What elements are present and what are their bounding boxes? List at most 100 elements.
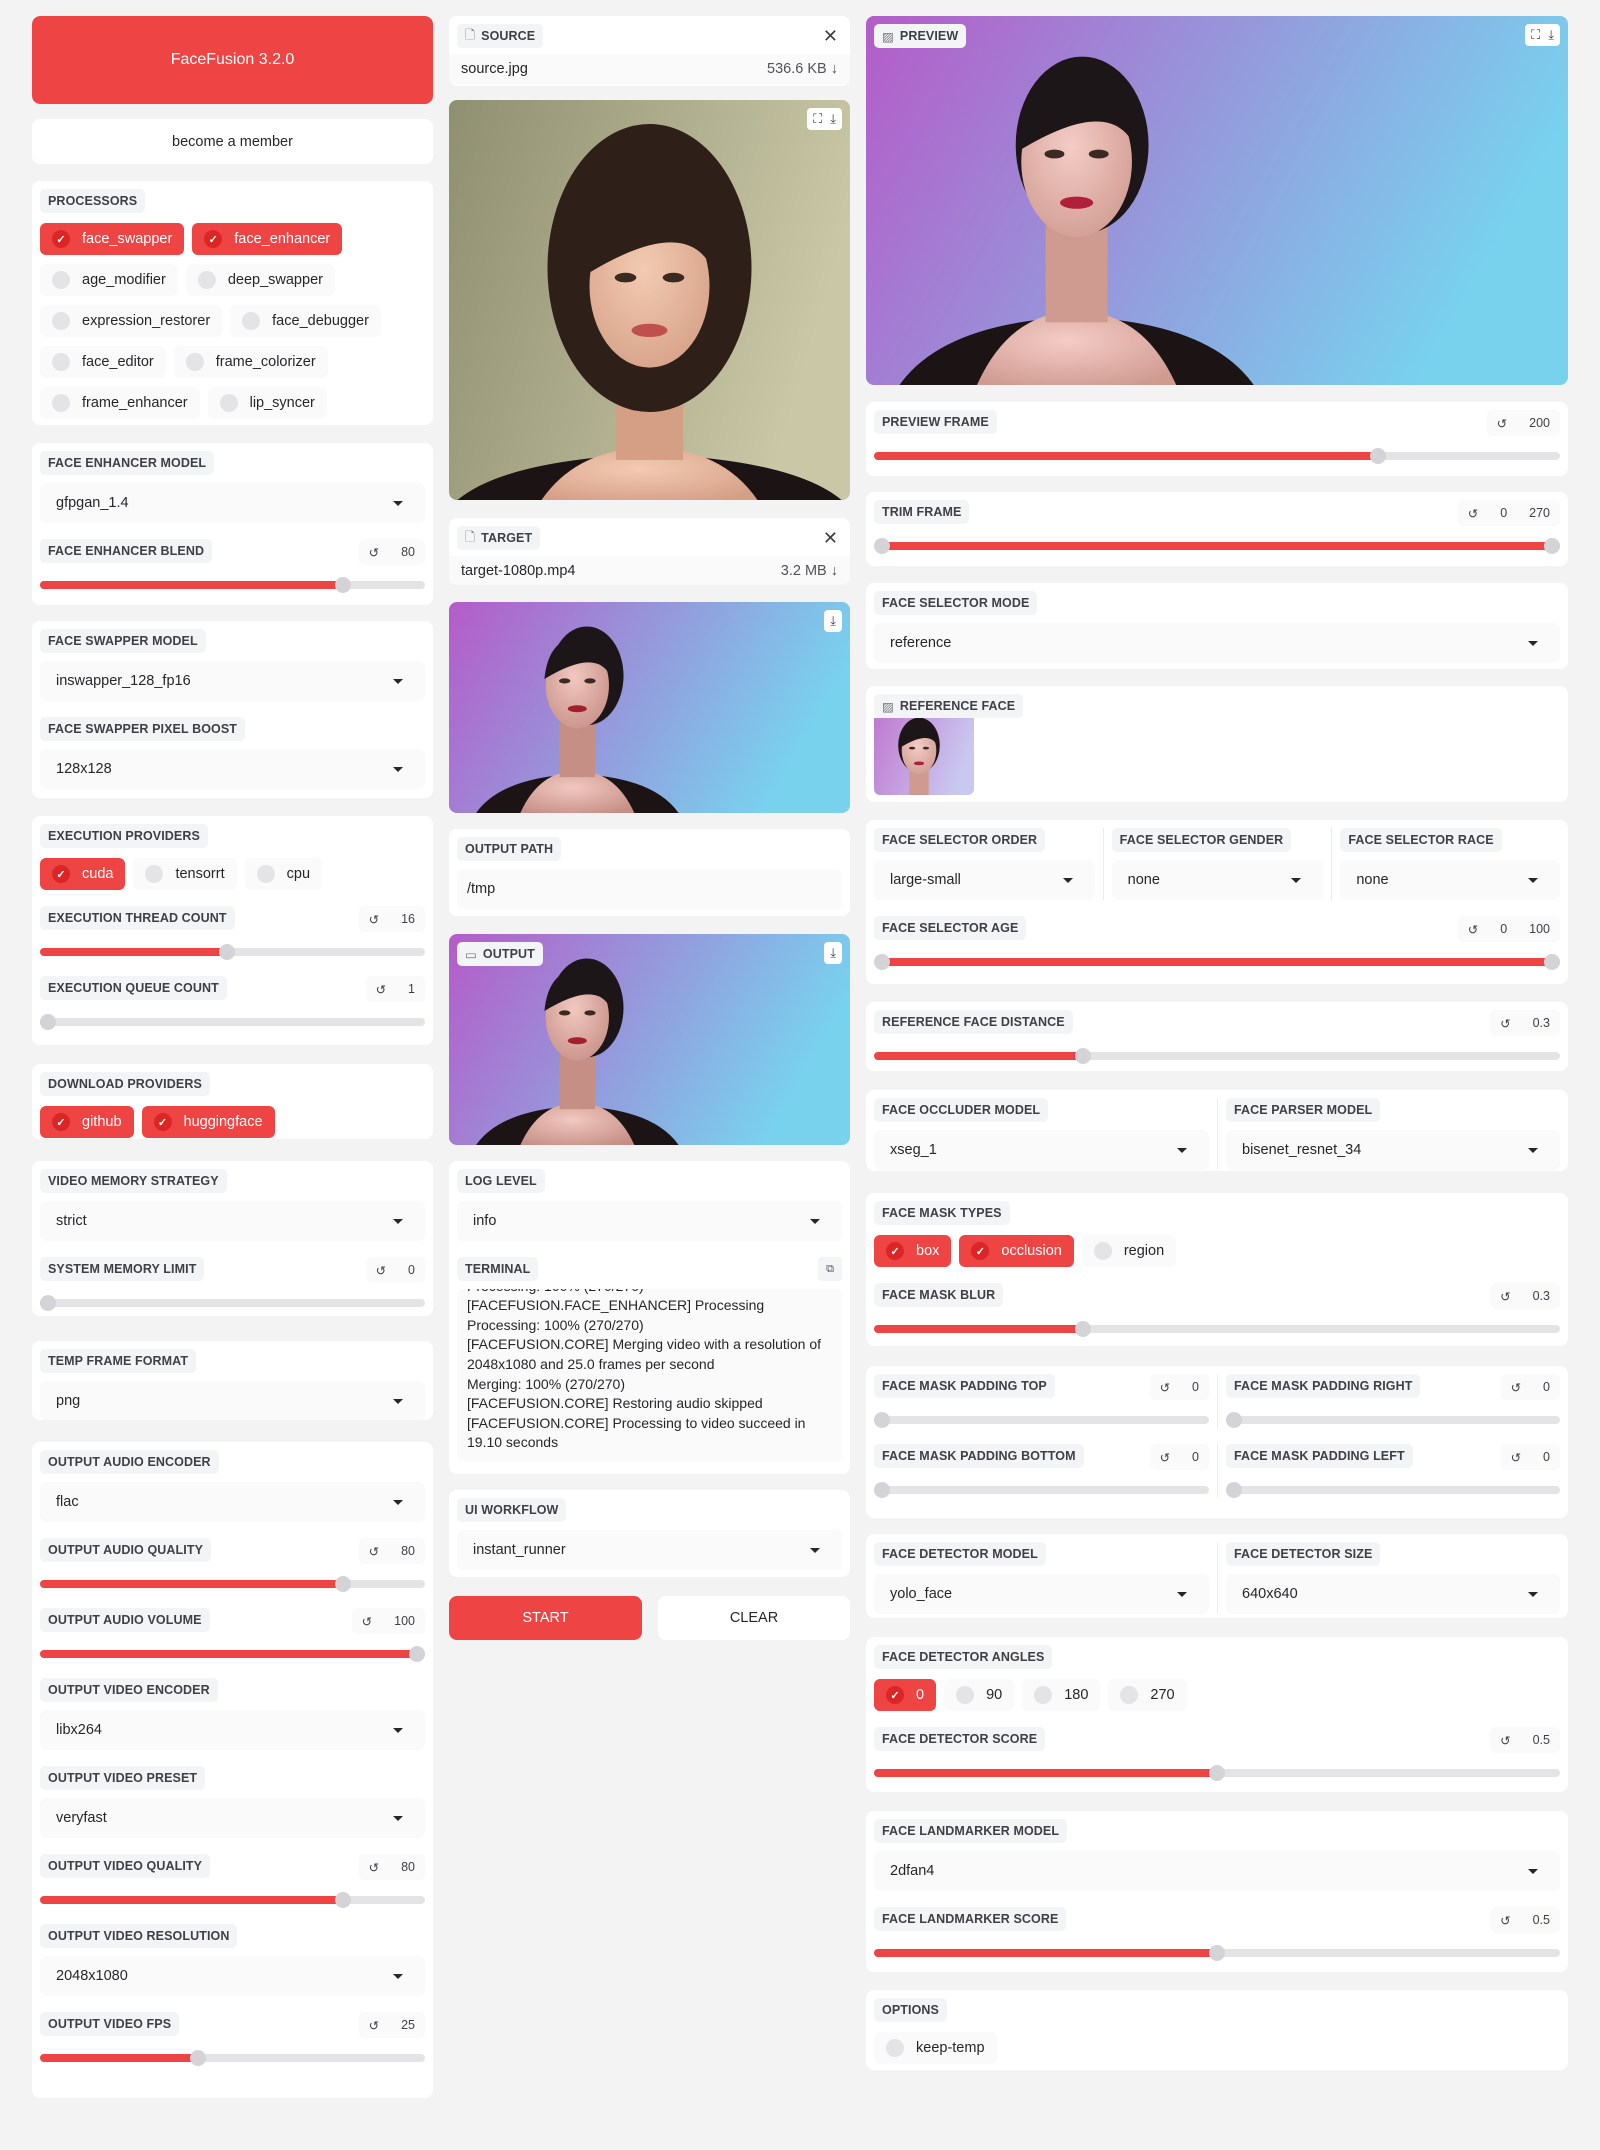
trim-frame-slider[interactable] [874, 538, 1560, 554]
face-enhancer-model-dropdown[interactable]: gfpgan_1.4 [40, 483, 425, 523]
face-selector-mode-dropdown[interactable]: reference [874, 623, 1560, 663]
face-swapper-model-dropdown[interactable]: inswapper_128_fp16 [40, 661, 425, 701]
copy-icon[interactable]: ⧉ [818, 1257, 842, 1281]
slider-thumb[interactable] [1226, 1412, 1242, 1428]
output-video-fps-slider[interactable] [40, 2050, 425, 2066]
face-mask-padding-bottom-number-input[interactable]: ↺ 0 [1149, 1444, 1209, 1470]
face-landmarker-model-dropdown[interactable]: 2dfan4 [874, 1851, 1560, 1891]
checkbox-face-editor[interactable]: face_editor [40, 346, 166, 378]
reset-icon[interactable]: ↺ [1500, 1733, 1511, 1748]
reset-icon[interactable]: ↺ [375, 1263, 387, 1278]
download-icon[interactable]: ⤓ [830, 111, 836, 126]
face-mask-padding-left-number-input[interactable]: ↺ 0 [1500, 1444, 1560, 1470]
download-icon[interactable]: ⤓ [830, 613, 836, 628]
checkbox-github[interactable]: ✓ github [40, 1106, 134, 1138]
checkbox-keep-temp[interactable]: keep-temp [874, 2032, 997, 2064]
reference-face-thumbnail[interactable] [874, 718, 974, 795]
checkbox-tensorrt[interactable]: tensorrt [133, 858, 237, 890]
slider-thumb[interactable] [1226, 1482, 1242, 1498]
close-icon[interactable]: ✕ [822, 527, 838, 548]
app-title-button[interactable]: FaceFusion 3.2.0 [32, 16, 433, 104]
download-icon[interactable]: ↓ [826, 563, 838, 579]
checkbox-deep-swapper[interactable]: deep_swapper [185, 264, 335, 296]
reset-icon[interactable]: ↺ [1510, 1380, 1522, 1395]
execution-queue-count-slider[interactable] [40, 1014, 425, 1030]
reference-face-distance-slider[interactable] [874, 1048, 1560, 1064]
checkbox-region[interactable]: region [1081, 1235, 1177, 1267]
checkbox-cuda[interactable]: ✓ cuda [40, 858, 126, 890]
slider-thumb[interactable] [335, 577, 352, 593]
preview-frame-slider[interactable] [874, 448, 1560, 464]
reset-icon[interactable]: ↺ [1159, 1380, 1171, 1395]
target-file-row[interactable]: target-1080p.mp4 3.2 MB ↓ [449, 556, 850, 585]
fullscreen-icon[interactable]: ⛶ [1531, 27, 1541, 42]
reset-icon[interactable]: ↺ [1510, 1450, 1522, 1465]
reset-icon[interactable]: ↺ [1500, 1289, 1511, 1304]
checkbox-face-enhancer[interactable]: ✓ face_enhancer [192, 223, 343, 255]
slider-thumb-end[interactable] [1544, 954, 1560, 970]
terminal-output[interactable]: Processing: 100% (270/270)[FACEFUSION.FA… [457, 1289, 842, 1461]
slider-thumb[interactable] [409, 1646, 425, 1662]
slider-thumb-start[interactable] [874, 538, 890, 554]
slider-thumb[interactable] [190, 2050, 207, 2066]
execution-queue-count-number-input[interactable]: ↺ 1 [365, 976, 425, 1002]
face-landmarker-score-slider[interactable] [874, 1945, 1560, 1961]
output-audio-encoder-dropdown[interactable]: flac [40, 1482, 425, 1522]
slider-thumb[interactable] [40, 1295, 56, 1311]
clear-button[interactable]: CLEAR [658, 1596, 850, 1640]
checkbox-90[interactable]: 90 [944, 1679, 1015, 1711]
face-mask-padding-top-number-input[interactable]: ↺ 0 [1149, 1374, 1209, 1400]
face-mask-blur-slider[interactable] [874, 1321, 1560, 1337]
slider-thumb-start[interactable] [874, 954, 890, 970]
face-detector-model-dropdown[interactable]: yolo_face [874, 1574, 1209, 1614]
checkbox-age-modifier[interactable]: age_modifier [40, 264, 178, 296]
reset-icon[interactable]: ↺ [368, 1544, 380, 1559]
output-video-encoder-dropdown[interactable]: libx264 [40, 1710, 425, 1750]
checkbox-180[interactable]: 180 [1022, 1679, 1101, 1711]
checkbox-occlusion[interactable]: ✓ occlusion [959, 1235, 1074, 1267]
face-mask-padding-bottom-slider[interactable] [874, 1482, 1209, 1498]
download-icon[interactable]: ⤓ [830, 945, 836, 960]
slider-thumb[interactable] [874, 1482, 890, 1498]
checkbox-270[interactable]: 270 [1108, 1679, 1187, 1711]
checkbox-frame-enhancer[interactable]: frame_enhancer [40, 387, 200, 419]
face-enhancer-blend-slider[interactable] [40, 577, 425, 593]
slider-thumb[interactable] [1209, 1765, 1225, 1781]
reference-face-distance-number-input[interactable]: ↺ 0.3 [1490, 1010, 1560, 1036]
start-button[interactable]: START [449, 1596, 642, 1640]
face-mask-padding-right-number-input[interactable]: ↺ 0 [1500, 1374, 1560, 1400]
temp-frame-format-dropdown[interactable]: png [40, 1381, 425, 1420]
reset-icon[interactable]: ↺ [1159, 1450, 1171, 1465]
face-occluder-model-dropdown[interactable]: xseg_1 [874, 1130, 1209, 1170]
header-panel[interactable]: FaceFusion 3.2.0 [32, 16, 433, 104]
slider-thumb[interactable] [335, 1892, 352, 1908]
reset-icon[interactable]: ↺ [368, 1860, 380, 1875]
output-video-preset-dropdown[interactable]: veryfast [40, 1798, 425, 1838]
face-detector-score-slider[interactable] [874, 1765, 1560, 1781]
reset-icon[interactable]: ↺ [1496, 416, 1508, 431]
reset-icon[interactable]: ↺ [368, 912, 380, 927]
reset-icon[interactable]: ↺ [368, 545, 380, 560]
checkbox-frame-colorizer[interactable]: frame_colorizer [173, 346, 328, 378]
execution-thread-count-number-input[interactable]: ↺ 16 [358, 906, 425, 932]
slider-thumb[interactable] [1209, 1945, 1225, 1961]
checkbox-face-swapper[interactable]: ✓ face_swapper [40, 223, 185, 255]
execution-thread-count-slider[interactable] [40, 944, 425, 960]
checkbox-box[interactable]: ✓ box [874, 1235, 952, 1267]
slider-thumb-end[interactable] [1544, 538, 1560, 554]
slider-thumb[interactable] [40, 1014, 56, 1030]
checkbox-lip-syncer[interactable]: lip_syncer [207, 387, 327, 419]
log-level-dropdown[interactable]: info [457, 1201, 842, 1241]
reset-icon[interactable]: ↺ [375, 982, 387, 997]
output-audio-volume-slider[interactable] [40, 1646, 425, 1662]
face-parser-model-dropdown[interactable]: bisenet_resnet_34 [1226, 1130, 1560, 1170]
output-video-quality-slider[interactable] [40, 1892, 425, 1908]
become-member-button[interactable]: become a member [32, 119, 433, 164]
output-video-resolution-dropdown[interactable]: 2048x1080 [40, 1956, 425, 1996]
download-icon[interactable]: ⤓ [1548, 27, 1554, 42]
slider-thumb[interactable] [218, 944, 235, 960]
slider-thumb[interactable] [335, 1576, 352, 1592]
slider-thumb[interactable] [874, 1412, 890, 1428]
output-video-quality-number-input[interactable]: ↺ 80 [358, 1854, 425, 1880]
face-mask-blur-number-input[interactable]: ↺ 0.3 [1490, 1283, 1560, 1309]
